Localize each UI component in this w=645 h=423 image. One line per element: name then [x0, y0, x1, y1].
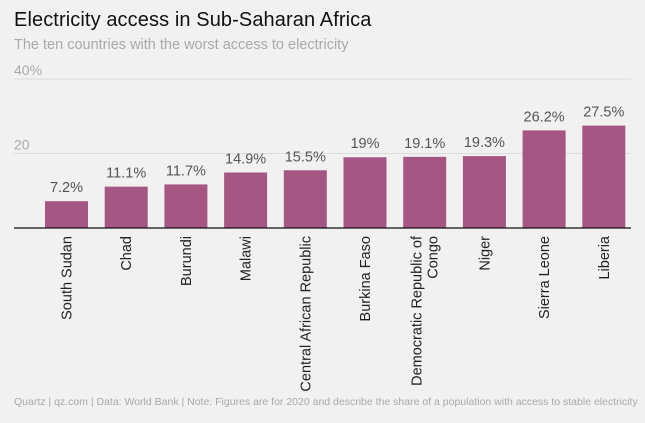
category-label-line: South Sudan	[60, 236, 76, 320]
y-tick-label: 20	[14, 137, 30, 153]
bar	[582, 125, 626, 228]
category-label: Sierra Leone	[537, 236, 553, 319]
category-label: Malawi	[239, 236, 255, 281]
chart-title: Electricity access in Sub-Saharan Africa	[14, 9, 372, 31]
bar	[283, 170, 327, 228]
data-label: 19%	[350, 136, 379, 152]
data-label: 11.7%	[166, 163, 206, 179]
bar	[164, 184, 208, 228]
category-label: South Sudan	[60, 236, 76, 320]
bar	[104, 186, 148, 228]
bar	[522, 130, 566, 228]
category-label: Niger	[477, 236, 493, 271]
bar	[343, 157, 387, 228]
bar-chart: 40% 20 7.2% South Sudan 11.1% Chad 11.7% Burund…	[14, 62, 631, 392]
bar	[45, 201, 88, 228]
category-label: Burundi	[179, 236, 195, 286]
category-label-line: Central African Republic	[298, 236, 314, 392]
category-label-line: Niger	[477, 236, 493, 271]
category-label: Chad	[119, 236, 135, 271]
category-label-line: Burkina Faso	[358, 236, 374, 321]
category-label: Burkina Faso	[358, 236, 374, 321]
data-label: 14.9%	[225, 151, 266, 167]
data-label: 19.1%	[404, 136, 445, 152]
category-label: Liberia	[597, 235, 613, 279]
category-label-line: Democratic Republic of	[410, 235, 426, 386]
category-label-line: Malawi	[239, 236, 255, 281]
source-footer: Quartz | qz.com | Data: World Bank | Not…	[14, 396, 638, 408]
category-label-line: Chad	[119, 236, 135, 271]
category-label-line: Sierra Leone	[537, 236, 553, 319]
data-label: 15.5%	[285, 149, 326, 165]
category-label-line: Congo	[426, 236, 442, 279]
data-label: 19.3%	[464, 135, 505, 151]
data-label: 11.1%	[106, 166, 146, 182]
data-label: 26.2%	[524, 109, 565, 125]
bar	[224, 172, 268, 228]
category-label: Central African Republic	[298, 236, 314, 392]
data-label: 27.5%	[583, 105, 624, 121]
chart-subtitle: The ten countries with the worst access …	[14, 37, 349, 53]
category-label: Democratic Republic of Congo	[410, 235, 442, 386]
data-label: 7.2%	[50, 180, 83, 196]
category-label-line: Burundi	[179, 236, 195, 286]
bar	[403, 156, 447, 228]
y-tick-label: 40%	[14, 62, 42, 78]
bar	[462, 156, 506, 228]
category-label-line: Liberia	[597, 235, 613, 279]
